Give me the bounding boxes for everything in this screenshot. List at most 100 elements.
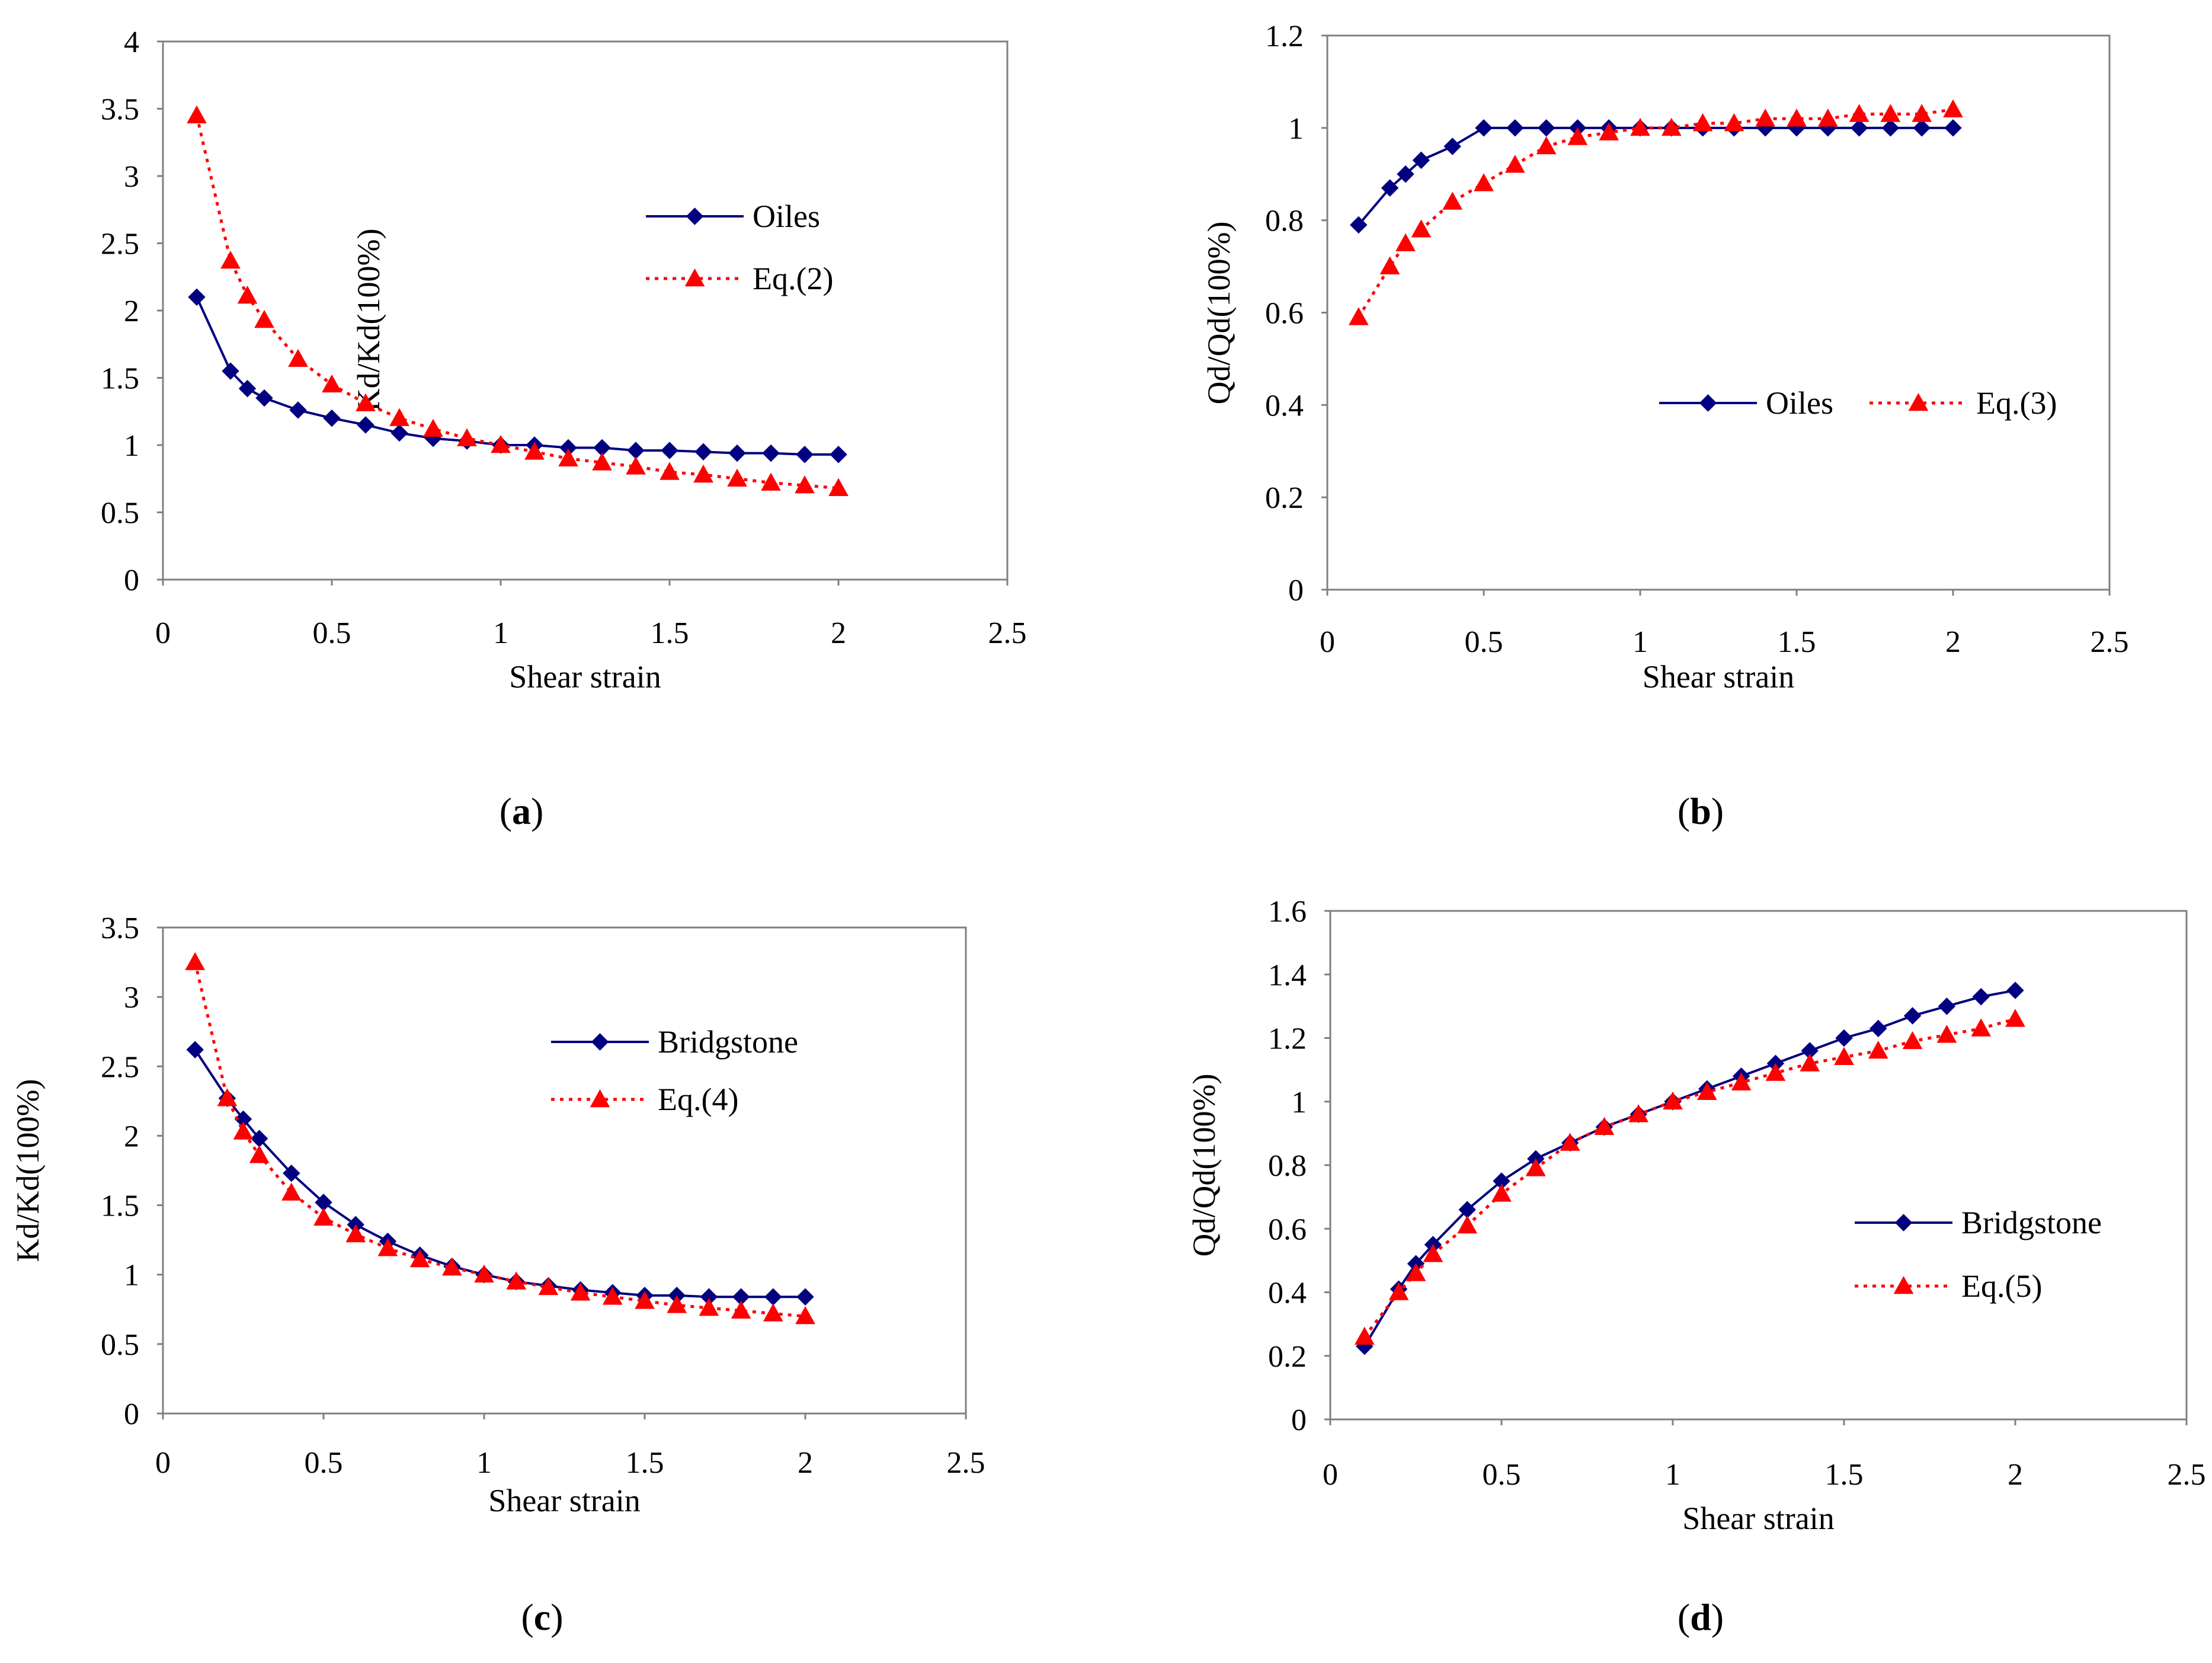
caption-close-paren: ) (531, 790, 543, 832)
data-point (635, 1291, 655, 1309)
caption-open-paren: ( (500, 790, 512, 832)
legend-label: Bridgstone (1961, 1205, 2102, 1240)
legend-label: Eq.(3) (1976, 385, 2057, 421)
y-axis-title: Kd/Kd(100%) (10, 1079, 46, 1262)
y-tick-label: 0 (124, 1397, 139, 1431)
y-tick-label: 1.6 (1268, 895, 1307, 929)
panel-caption: (a) (500, 790, 544, 832)
data-point (222, 362, 239, 380)
data-point (389, 408, 409, 426)
data-point (1594, 1117, 1615, 1135)
data-point (1800, 1053, 1820, 1072)
data-point (1628, 1104, 1649, 1122)
data-point (491, 434, 511, 453)
y-tick-label: 2 (124, 295, 139, 328)
data-point (1663, 1091, 1683, 1110)
data-point (1423, 1244, 1443, 1262)
data-point (249, 1145, 270, 1163)
data-point (1379, 256, 1400, 274)
data-point (187, 105, 207, 124)
legend-label: Oiles (1766, 385, 1833, 421)
legend: Bridgstone Eq.(4) (551, 1024, 798, 1117)
y-tick-label: 4 (124, 25, 139, 59)
x-tick-label: 2.5 (947, 1446, 985, 1480)
legend-marker (684, 268, 705, 287)
data-point (1880, 104, 1901, 122)
caption-letter: a (512, 790, 531, 832)
data-point (1474, 173, 1494, 191)
data-point (1354, 1326, 1375, 1345)
x-tick-label: 1.5 (1778, 625, 1816, 659)
data-point (357, 416, 374, 434)
data-point (1504, 155, 1525, 173)
data-point (233, 1121, 254, 1140)
data-point (288, 348, 308, 367)
data-point (255, 389, 273, 407)
y-axis-title: Kd/Kd(100%) (351, 229, 386, 412)
data-point (1567, 127, 1588, 145)
y-tick-label: 0.4 (1268, 1277, 1307, 1310)
series-eq-5- (1354, 1009, 2025, 1345)
legend: Oiles Eq.(3) (1659, 385, 2057, 421)
x-tick-label: 2.5 (2168, 1458, 2206, 1492)
data-point (699, 1297, 719, 1316)
chart-panel-a: 0 0.5 1 1.5 2 2.5 0 0.5 1 1.5 2 2.5 3 3.5 4 Shear strai… (101, 25, 1027, 832)
x-tick-label: 0.5 (1465, 625, 1503, 659)
data-point (558, 448, 578, 466)
data-point (345, 1224, 366, 1243)
series-line (196, 296, 838, 456)
data-point (217, 1088, 238, 1106)
y-tick-label: 3 (124, 160, 139, 194)
y-tick-label: 1 (124, 1259, 139, 1293)
data-point (1536, 136, 1557, 155)
panel-caption: (c) (521, 1596, 563, 1638)
data-point (1787, 108, 1807, 127)
data-point (1696, 1082, 1717, 1100)
data-point (1870, 1019, 1887, 1038)
data-point (1348, 307, 1369, 325)
caption-letter: d (1690, 1596, 1711, 1638)
x-tick-label: 0 (1320, 625, 1335, 659)
chart-panel-d: 0 0.5 1 1.5 2 2.5 0 0.2 0.4 0.6 0.8 1 1.2 1.4 1.6 Shear… (1186, 895, 2206, 1638)
data-point (828, 478, 849, 496)
x-tick-label: 2.5 (2091, 625, 2129, 659)
data-point (185, 952, 206, 970)
y-tick-label: 2.5 (101, 1050, 139, 1084)
series-oiles (1350, 119, 1962, 234)
data-point (1395, 233, 1416, 251)
panel-caption: (b) (1678, 790, 1724, 832)
series-line (193, 961, 806, 1318)
data-point (727, 468, 747, 487)
data-point (390, 424, 408, 442)
series-oiles (188, 288, 847, 463)
chart-panel-b: 0 0.5 1 1.5 2 2.5 0 0.2 0.4 0.6 0.8 1 1.2 Shear strai… (1201, 20, 2129, 832)
legend-label: Bridgstone (658, 1024, 798, 1060)
legend-label: Oiles (753, 199, 820, 234)
series-eq-2- (187, 105, 849, 496)
y-tick-label: 3.5 (101, 912, 139, 945)
series-eq-4- (185, 952, 815, 1325)
data-point (1442, 191, 1463, 210)
data-point (538, 1277, 559, 1296)
data-point (1491, 1184, 1512, 1202)
data-point (763, 1303, 783, 1322)
caption-close-paren: ) (550, 1596, 563, 1638)
data-point (1944, 119, 1962, 137)
plot-area (1326, 34, 2111, 591)
data-point (441, 1257, 462, 1276)
data-point (1731, 1072, 1752, 1090)
data-point (474, 1264, 494, 1283)
plot-area (162, 926, 967, 1415)
data-point (254, 309, 274, 328)
data-point (506, 1271, 527, 1290)
x-tick-label: 2.5 (988, 616, 1027, 650)
data-point (1943, 99, 1963, 117)
data-point (2005, 1009, 2025, 1027)
data-point (764, 1288, 782, 1306)
data-point (694, 443, 712, 461)
y-tick-label: 0.6 (1268, 1213, 1307, 1246)
x-tick-label: 1 (1665, 1458, 1680, 1492)
data-point (313, 1207, 334, 1226)
x-tick-label: 1 (493, 616, 508, 650)
y-tick-label: 0.2 (1268, 1340, 1307, 1374)
